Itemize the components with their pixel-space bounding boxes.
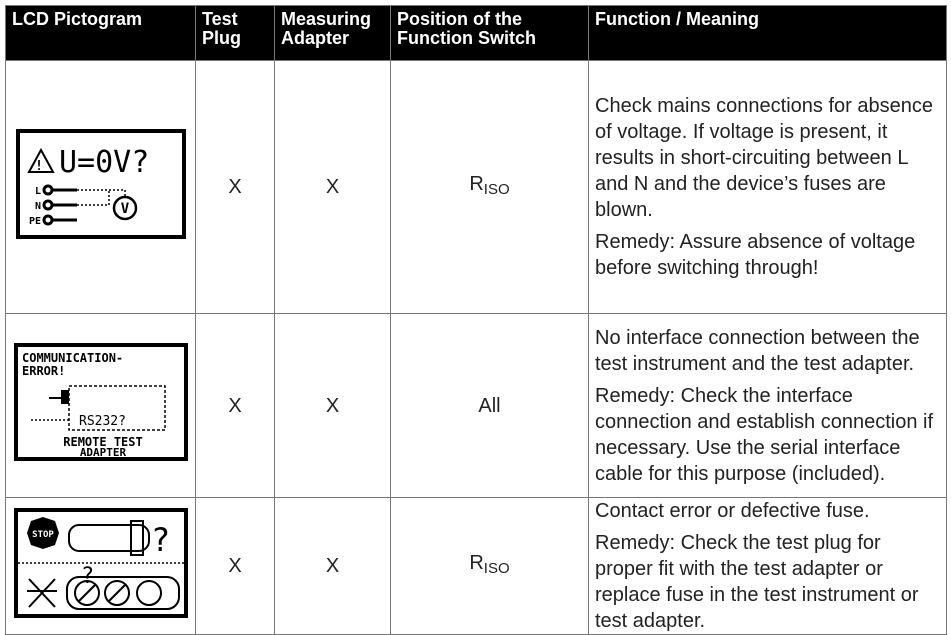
- function-cell: Check mains connections for absence of v…: [588, 60, 947, 314]
- pictogram-text: RS232?: [79, 414, 126, 429]
- function-text: Remedy: Assure absence of voltage before…: [595, 231, 916, 279]
- pictogram-text: ADAPTER: [79, 446, 126, 459]
- header-cell: Function / Meaning: [588, 5, 947, 61]
- pictogram-cell: ! U=0V? L N PE V: [5, 60, 196, 314]
- pictogram-table: LCD Pictogram Test Plug Measuring Adapte…: [5, 5, 947, 635]
- switch-cell: All: [390, 313, 589, 498]
- stop-sign: [26, 516, 59, 549]
- fuse-icon: [26, 575, 180, 610]
- frame: [13, 507, 188, 618]
- plug: [60, 390, 69, 404]
- header-row: LCD Pictogram Test Plug Measuring Adapte…: [5, 5, 947, 61]
- wires: [42, 184, 77, 225]
- table-row: STOP ? ? X X RISO Contact error or defec…: [5, 497, 947, 635]
- warning-icon: [26, 147, 55, 173]
- test-plug-cell: X: [195, 313, 275, 498]
- voltmeter: [112, 195, 137, 220]
- table-row: ! U=0V? L N PE V X X RISO Check mains co…: [5, 60, 947, 314]
- table-row: COMMUNICATION- ERROR! RS232? REMOTE TEST…: [5, 313, 947, 498]
- pictogram-text: N: [34, 201, 40, 212]
- frame: [13, 343, 188, 461]
- header-cell: Position of the Function Switch: [390, 5, 589, 61]
- function-text: Check mains connections for absence of v…: [595, 95, 933, 221]
- pictogram-text: ERROR!: [22, 364, 65, 378]
- pictogram-text: REMOTE TEST: [63, 435, 142, 449]
- adapter-cell: X: [274, 313, 391, 498]
- pictogram-text: ?: [151, 521, 170, 559]
- test-plug-icon: [67, 523, 150, 552]
- function-cell: No interface connection between the test…: [588, 313, 947, 498]
- function-text: Remedy: Check the interface connection a…: [595, 384, 934, 485]
- function-text: No interface connection between the test…: [595, 326, 920, 375]
- function-text: Remedy: Check the test plug for proper f…: [595, 532, 919, 632]
- page: LCD Pictogram Test Plug Measuring Adapte…: [5, 5, 947, 635]
- pictogram-text: U=0V?: [59, 145, 149, 180]
- function-cell: Contact error or defective fuse. Remedy: …: [588, 497, 947, 635]
- pictogram-text: V: [120, 201, 129, 217]
- header-cell: LCD Pictogram: [5, 5, 196, 61]
- switch-main: All: [478, 394, 501, 417]
- warning-mark: !: [35, 159, 43, 174]
- pictogram-text: L: [34, 186, 40, 197]
- pictogram-text: PE: [28, 216, 40, 227]
- adapter-box: [67, 385, 166, 431]
- function-text: Contact error or defective fuse.: [595, 500, 870, 522]
- switch-sub: ISO: [483, 181, 510, 198]
- header-cell: Measuring Adapter: [274, 5, 391, 61]
- switch-main: R: [469, 552, 484, 574]
- pictogram-cell: STOP ? ?: [5, 497, 196, 635]
- adapter-cell: X: [274, 497, 391, 635]
- pictogram-text: COMMUNICATION-: [22, 351, 123, 365]
- test-plug-icon: [129, 519, 144, 556]
- switch-sub: ISO: [483, 560, 510, 577]
- frame: [15, 128, 186, 239]
- lcd-pictogram: COMMUNICATION- ERROR! RS232? REMOTE TEST…: [13, 343, 188, 461]
- switch-cell: RISO: [390, 497, 589, 635]
- switch-cell: RISO: [390, 60, 589, 314]
- header-cell: Test Plug: [195, 5, 275, 61]
- dashed-wires: [76, 188, 126, 206]
- pictogram-text: STOP: [32, 530, 54, 540]
- lcd-pictogram: ! U=0V? L N PE V: [15, 128, 186, 239]
- test-plug-cell: X: [195, 60, 275, 314]
- switch-main: R: [469, 173, 484, 195]
- adapter-cell: X: [274, 60, 391, 314]
- test-plug-cell: X: [195, 497, 275, 635]
- pictogram-cell: COMMUNICATION- ERROR! RS232? REMOTE TEST…: [5, 313, 196, 498]
- lcd-pictogram: STOP ? ?: [13, 507, 188, 618]
